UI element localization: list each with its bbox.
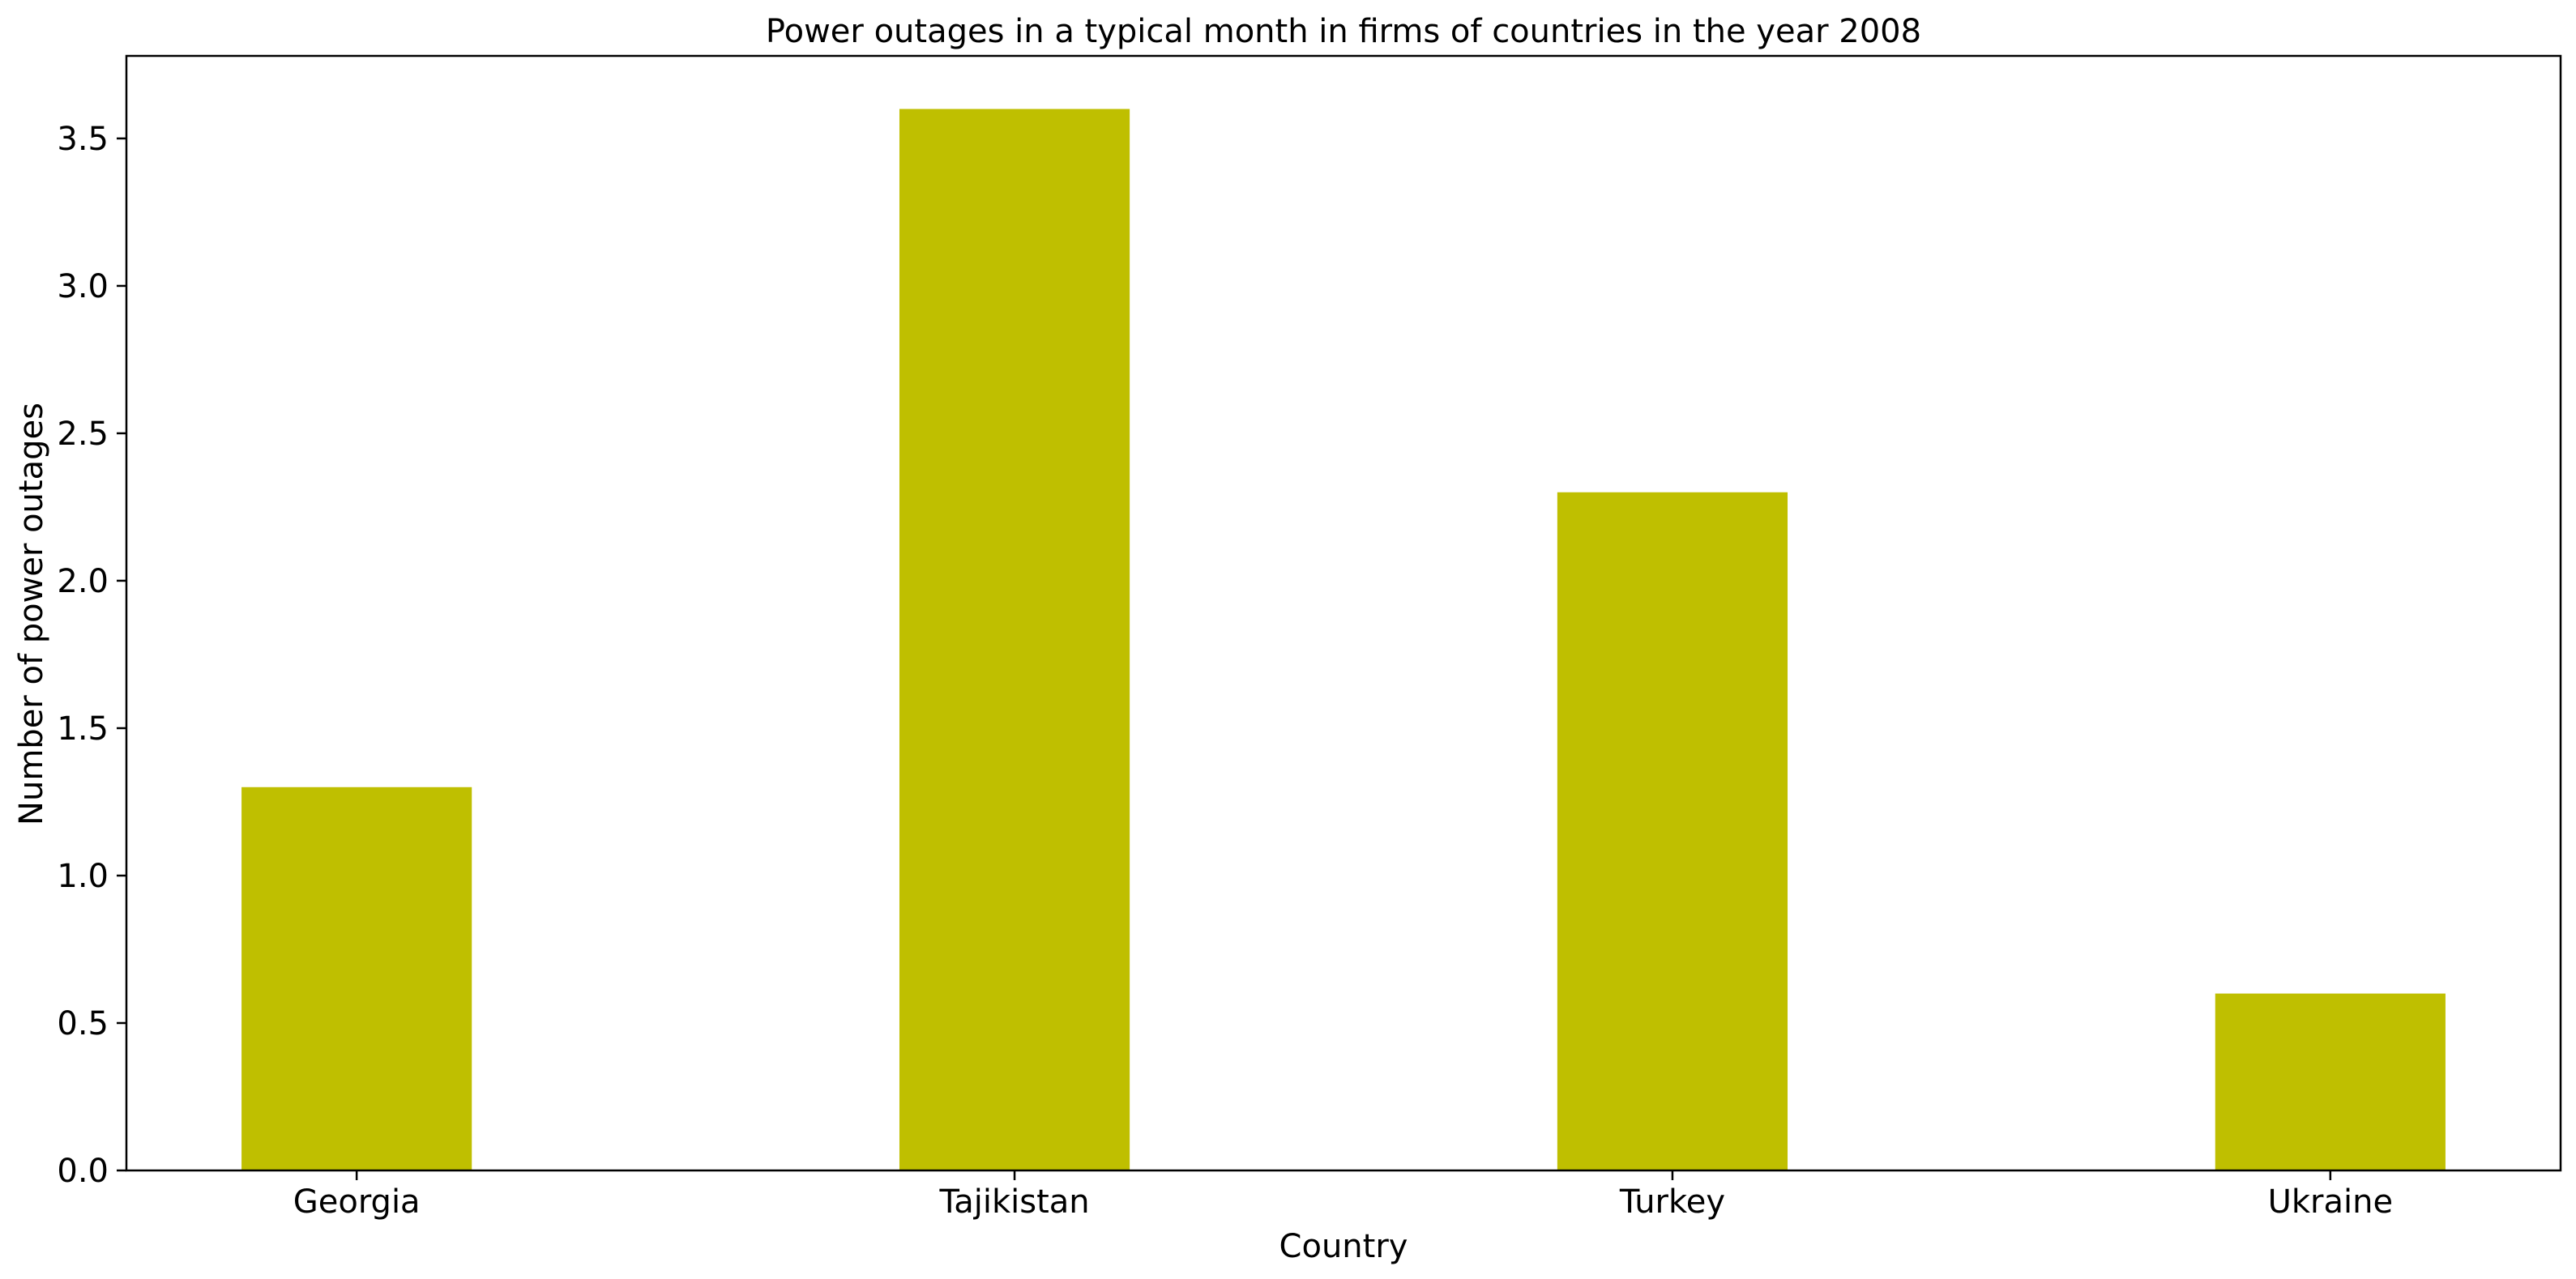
y-tick-label: 1.5 [57,710,109,748]
y-axis-ticks: 0.0 0.5 1.0 1.5 2.0 2.5 3.0 3.5 [57,121,126,1190]
x-axis-label: Country [1279,1228,1408,1265]
y-tick-label: 1.0 [57,858,109,895]
x-tick-label: Georgia [293,1183,421,1221]
bars [241,109,2446,1170]
bar-tajikistan [899,109,1130,1170]
chart-title: Power outages in a typical month in firm… [766,13,1921,50]
bar-turkey [1557,492,1788,1170]
y-tick-label: 3.5 [57,121,109,158]
y-tick-label: 3.0 [57,268,109,305]
y-tick-label: 2.5 [57,416,109,453]
bar-ukraine [2215,993,2446,1170]
y-axis-label: Number of power outages [13,403,50,825]
x-tick-label: Turkey [1619,1183,1725,1221]
bar-georgia [241,787,472,1170]
y-tick-label: 2.0 [57,563,109,600]
x-tick-label: Tajikistan [938,1183,1089,1221]
x-axis-ticks: Georgia Tajikistan Turkey Ukraine [293,1170,2393,1221]
x-tick-label: Ukraine [2268,1183,2393,1221]
plot-frame [125,54,2562,1172]
y-tick-label: 0.5 [57,1005,109,1042]
y-tick-label: 0.0 [57,1153,109,1190]
